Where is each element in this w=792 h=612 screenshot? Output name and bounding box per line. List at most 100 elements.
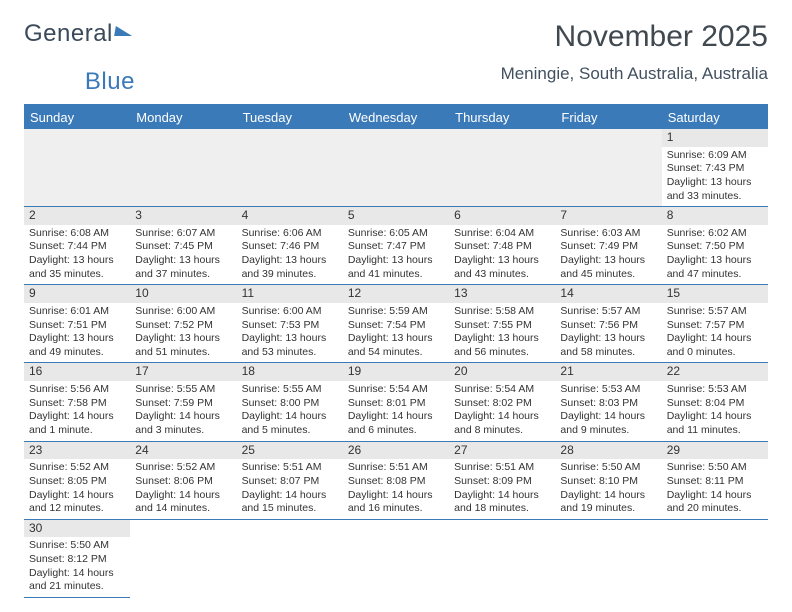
day-number: 9 — [24, 285, 130, 303]
day-header: Saturday — [662, 106, 768, 129]
day-number: 6 — [449, 207, 555, 225]
day-cell: 18 Sunrise: 5:55 AMSunset: 8:00 PMDayligh… — [237, 363, 343, 441]
day-number: 20 — [449, 363, 555, 381]
day-number: 17 — [130, 363, 236, 381]
trailing-blank — [130, 520, 236, 598]
blank-cell — [237, 129, 343, 207]
day-info: Sunrise: 6:02 AMSunset: 7:50 PMDaylight:… — [667, 227, 763, 282]
day-cell: 14Sunrise: 5:57 AMSunset: 7:56 PMDayligh… — [555, 285, 661, 363]
day-number: 15 — [662, 285, 768, 303]
day-number: 23 — [24, 442, 130, 460]
day-header: Friday — [555, 106, 661, 129]
title-block: November 2025 Meningie, South Australia,… — [501, 20, 768, 84]
day-cell: 24Sunrise: 5:52 AMSunset: 8:06 PMDayligh… — [130, 442, 236, 520]
day-info: Sunrise: 6:07 AMSunset: 7:45 PMDaylight:… — [135, 227, 231, 282]
blank-cell — [343, 129, 449, 207]
trailing-blank — [555, 520, 661, 598]
logo-text-general: General — [24, 20, 113, 48]
day-cell: 30Sunrise: 5:50 AMSunset: 8:12 PMDayligh… — [24, 520, 130, 598]
logo: General — [24, 20, 133, 48]
day-number: 28 — [555, 442, 661, 460]
day-header: Sunday — [24, 106, 130, 129]
day-cell: 17 Sunrise: 5:55 AMSunset: 7:59 PMDayligh… — [130, 363, 236, 441]
day-info: Sunrise: 5:53 AMSunset: 8:04 PMDaylight:… — [667, 383, 763, 438]
day-cell: 2 Sunrise: 6:08 AMSunset: 7:44 PMDaylight… — [24, 207, 130, 285]
day-cell: 8Sunrise: 6:02 AMSunset: 7:50 PMDaylight… — [662, 207, 768, 285]
day-cell: 25Sunrise: 5:51 AMSunset: 8:07 PMDayligh… — [237, 442, 343, 520]
day-number: 12 — [343, 285, 449, 303]
day-number: 18 — [237, 363, 343, 381]
day-info: Sunrise: 5:55 AMSunset: 8:00 PMDaylight:… — [242, 383, 338, 438]
day-number: 2 — [24, 207, 130, 225]
blank-cell — [449, 129, 555, 207]
day-cell: 26Sunrise: 5:51 AMSunset: 8:08 PMDayligh… — [343, 442, 449, 520]
day-info: Sunrise: 5:50 AMSunset: 8:11 PMDaylight:… — [667, 461, 763, 516]
day-cell: 6 Sunrise: 6:04 AMSunset: 7:48 PMDaylight… — [449, 207, 555, 285]
blank-cell — [24, 129, 130, 207]
day-number: 24 — [130, 442, 236, 460]
day-cell: 20 Sunrise: 5:54 AMSunset: 8:02 PMDayligh… — [449, 363, 555, 441]
blank-cell — [130, 129, 236, 207]
day-cell: 21 Sunrise: 5:53 AMSunset: 8:03 PMDayligh… — [555, 363, 661, 441]
day-info: Sunrise: 6:00 AMSunset: 7:53 PMDaylight:… — [242, 305, 338, 360]
day-info: Sunrise: 6:01 AMSunset: 7:51 PMDaylight:… — [29, 305, 125, 360]
blank-cell — [555, 129, 661, 207]
day-info: Sunrise: 5:53 AMSunset: 8:03 PMDaylight:… — [560, 383, 656, 438]
day-number: 21 — [555, 363, 661, 381]
day-number: 27 — [449, 442, 555, 460]
day-info: Sunrise: 5:52 AMSunset: 8:05 PMDaylight:… — [29, 461, 125, 516]
trailing-blank — [449, 520, 555, 598]
month-title: November 2025 — [501, 20, 768, 54]
day-cell: 16Sunrise: 5:56 AMSunset: 7:58 PMDayligh… — [24, 363, 130, 441]
calendar-grid: SundayMondayTuesdayWednesdayThursdayFrid… — [24, 104, 768, 598]
day-cell: 9 Sunrise: 6:01 AMSunset: 7:51 PMDaylight… — [24, 285, 130, 363]
day-info: Sunrise: 5:57 AMSunset: 7:56 PMDaylight:… — [560, 305, 656, 360]
location-text: Meningie, South Australia, Australia — [501, 64, 768, 84]
day-number: 19 — [343, 363, 449, 381]
logo-flag-icon — [114, 26, 134, 36]
day-number: 26 — [343, 442, 449, 460]
day-number: 1 — [662, 129, 768, 147]
day-cell: 13Sunrise: 5:58 AMSunset: 7:55 PMDayligh… — [449, 285, 555, 363]
day-info: Sunrise: 5:50 AMSunset: 8:12 PMDaylight:… — [29, 539, 125, 594]
day-cell: 11 Sunrise: 6:00 AMSunset: 7:53 PMDayligh… — [237, 285, 343, 363]
day-number: 16 — [24, 363, 130, 381]
day-cell: 12 Sunrise: 5:59 AMSunset: 7:54 PMDayligh… — [343, 285, 449, 363]
day-info: Sunrise: 6:04 AMSunset: 7:48 PMDaylight:… — [454, 227, 550, 282]
day-info: Sunrise: 5:57 AMSunset: 7:57 PMDaylight:… — [667, 305, 763, 360]
day-number: 25 — [237, 442, 343, 460]
trailing-blank — [343, 520, 449, 598]
day-number: 30 — [24, 520, 130, 538]
trailing-blank — [662, 520, 768, 598]
day-info: Sunrise: 5:59 AMSunset: 7:54 PMDaylight:… — [348, 305, 444, 360]
day-number: 5 — [343, 207, 449, 225]
day-cell: 27Sunrise: 5:51 AMSunset: 8:09 PMDayligh… — [449, 442, 555, 520]
day-header: Wednesday — [343, 106, 449, 129]
day-cell: 28Sunrise: 5:50 AMSunset: 8:10 PMDayligh… — [555, 442, 661, 520]
day-number: 4 — [237, 207, 343, 225]
day-header: Thursday — [449, 106, 555, 129]
day-number: 3 — [130, 207, 236, 225]
logo-text-blue: Blue — [85, 68, 135, 96]
day-info: Sunrise: 5:50 AMSunset: 8:10 PMDaylight:… — [560, 461, 656, 516]
day-info: Sunrise: 5:54 AMSunset: 8:01 PMDaylight:… — [348, 383, 444, 438]
trailing-blank — [237, 520, 343, 598]
day-info: Sunrise: 5:55 AMSunset: 7:59 PMDaylight:… — [135, 383, 231, 438]
day-info: Sunrise: 5:52 AMSunset: 8:06 PMDaylight:… — [135, 461, 231, 516]
day-number: 29 — [662, 442, 768, 460]
day-cell: 29Sunrise: 5:50 AMSunset: 8:11 PMDayligh… — [662, 442, 768, 520]
day-info: Sunrise: 5:51 AMSunset: 8:07 PMDaylight:… — [242, 461, 338, 516]
day-number: 11 — [237, 285, 343, 303]
day-cell: 10 Sunrise: 6:00 AMSunset: 7:52 PMDayligh… — [130, 285, 236, 363]
day-cell: 1 Sunrise: 6:09 AMSunset: 7:43 PMDaylight… — [662, 129, 768, 207]
day-number: 22 — [662, 363, 768, 381]
day-cell: 7Sunrise: 6:03 AMSunset: 7:49 PMDaylight… — [555, 207, 661, 285]
day-number: 10 — [130, 285, 236, 303]
day-cell: 15 Sunrise: 5:57 AMSunset: 7:57 PMDayligh… — [662, 285, 768, 363]
day-info: Sunrise: 6:03 AMSunset: 7:49 PMDaylight:… — [560, 227, 656, 282]
day-info: Sunrise: 6:09 AMSunset: 7:43 PMDaylight:… — [667, 149, 763, 204]
day-info: Sunrise: 6:08 AMSunset: 7:44 PMDaylight:… — [29, 227, 125, 282]
day-cell: 3 Sunrise: 6:07 AMSunset: 7:45 PMDaylight… — [130, 207, 236, 285]
day-info: Sunrise: 5:54 AMSunset: 8:02 PMDaylight:… — [454, 383, 550, 438]
day-info: Sunrise: 6:00 AMSunset: 7:52 PMDaylight:… — [135, 305, 231, 360]
